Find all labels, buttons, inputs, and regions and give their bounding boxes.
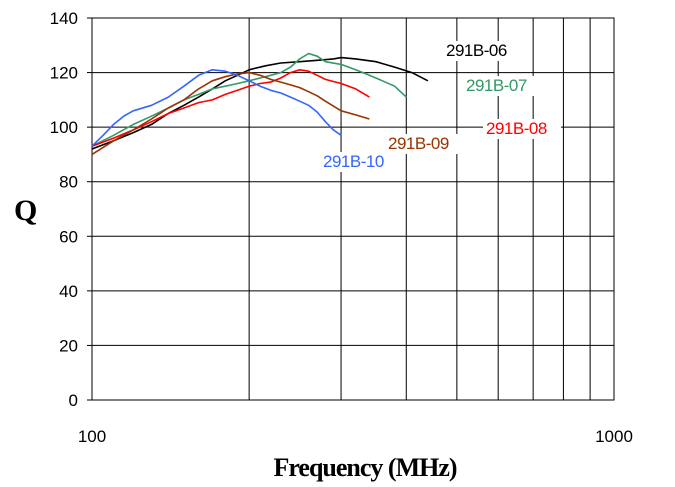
series-label-291B-09: 291B-09 [388, 134, 449, 153]
series-line-291B-10 [91, 69, 342, 147]
x-tick-label: 1000 [595, 427, 633, 446]
y-tick-label: 140 [50, 9, 78, 28]
y-tick-label: 80 [59, 173, 78, 192]
series-layer [91, 52, 429, 156]
tick-layer: 0 20 40 60 80 100 120 140 100 1000 [50, 9, 633, 446]
y-tick-label: 60 [59, 227, 78, 246]
x-tick-label: 100 [78, 427, 106, 446]
y-axis-label: Q [14, 194, 37, 227]
series-label-291B-10: 291B-10 [323, 152, 384, 171]
series-line-291B-09 [91, 71, 370, 156]
series-label-bg [320, 152, 398, 172]
y-tick-label: 40 [59, 282, 78, 301]
series-line-291B-08 [91, 69, 370, 147]
series-label-bg [385, 134, 463, 154]
series-label-bg [443, 41, 521, 61]
series-line-291B-06 [91, 56, 429, 150]
y-tick-label: 0 [69, 391, 78, 410]
y-tick-label: 20 [59, 336, 78, 355]
plot-area [91, 17, 615, 401]
series-label-291B-07: 291B-07 [466, 76, 527, 95]
y-tick-label: 100 [50, 118, 78, 137]
x-axis-label: Frequency (MHz) [273, 453, 456, 482]
series-label-291B-08: 291B-08 [486, 119, 547, 138]
series-label-bg [483, 119, 561, 139]
series-label-291B-06: 291B-06 [446, 41, 507, 60]
y-tick-label: 120 [50, 64, 78, 83]
series-label-bg [463, 76, 541, 96]
